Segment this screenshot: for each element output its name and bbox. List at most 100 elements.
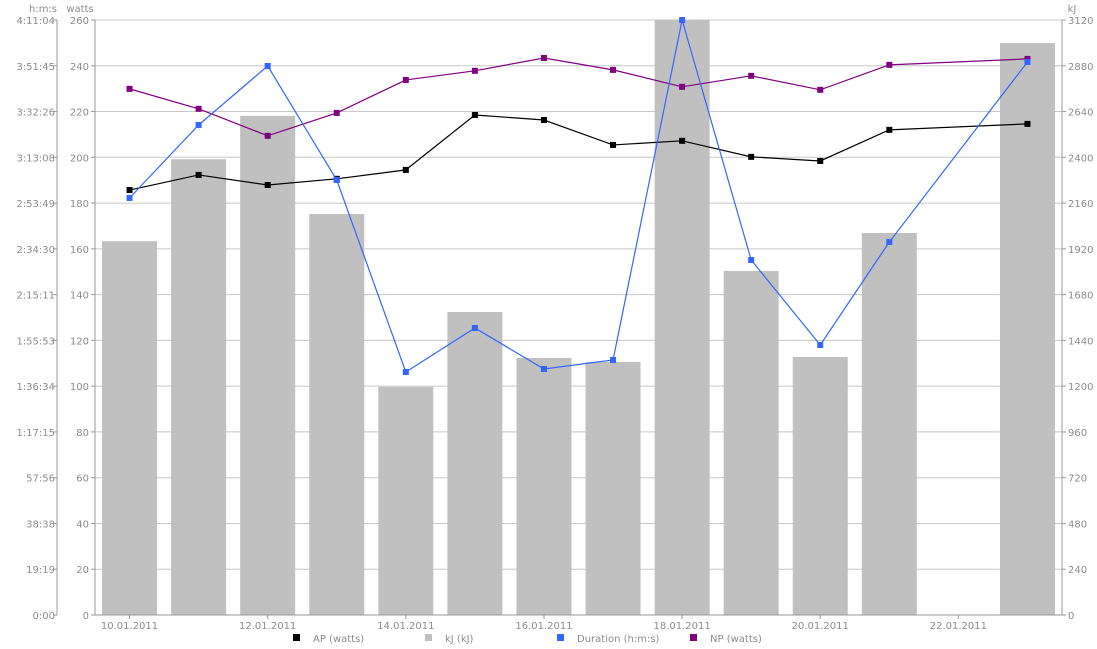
legend-swatch (557, 634, 564, 641)
bar-kj-10.01.2011 (102, 241, 158, 615)
legend-label: Duration (h:m:s) (577, 634, 660, 645)
point-np (471, 67, 478, 74)
tick-label-date: 18.01.2011 (653, 621, 710, 632)
tick-label-kj: 0 (1068, 611, 1074, 622)
bar-kj-23.01.2011 (999, 43, 1055, 616)
point-duration (679, 17, 686, 23)
point-np (126, 85, 133, 92)
tick-label-kj: 720 (1068, 474, 1087, 485)
point-np (610, 66, 617, 73)
bar-kj-12.01.2011 (240, 115, 296, 615)
point-duration (195, 121, 202, 128)
tick-label-watts: 140 (70, 291, 89, 302)
point-np (333, 109, 340, 116)
tick-label-watts: 240 (70, 62, 89, 73)
tick-label-date: 20.01.2011 (792, 621, 849, 632)
grid (95, 19, 1062, 570)
bars (102, 20, 1055, 616)
tick-label-hms: 1:36:34 (16, 382, 55, 393)
tick-label-hms: 3:32:26 (16, 108, 55, 119)
tick-label-kj: 2640 (1068, 108, 1093, 119)
tick-label-date: 16.01.2011 (515, 621, 572, 632)
tick-label-kj: 960 (1068, 428, 1087, 439)
bar-kj-21.01.2011 (861, 233, 917, 615)
axis-title-watts: watts (66, 4, 93, 15)
tick-label-kj: 1920 (1068, 245, 1093, 256)
point-ap (402, 166, 409, 173)
bar-kj-11.01.2011 (171, 159, 227, 616)
bar-kj-19.01.2011 (723, 270, 779, 615)
point-ap (1024, 120, 1031, 127)
tick-label-hms: 4:11:04 (16, 16, 55, 27)
bar-kj-14.01.2011 (378, 386, 434, 615)
point-ap (748, 153, 755, 160)
point-np (195, 105, 202, 112)
point-duration (402, 369, 409, 376)
point-ap (540, 117, 547, 124)
point-np (748, 72, 755, 79)
point-duration (1024, 58, 1031, 65)
point-duration (471, 325, 478, 332)
tick-label-kj: 2880 (1068, 62, 1093, 73)
point-duration (817, 341, 824, 348)
tick-label-date: 12.01.2011 (239, 621, 296, 632)
tick-label-hms: 38:38 (26, 519, 55, 530)
tick-label-hms: 1:17:15 (16, 428, 55, 439)
legend-swatch (293, 634, 300, 641)
tick-label-hms: 2:15:11 (16, 291, 55, 302)
axis-title-kj: kJ (1068, 4, 1077, 15)
tick-label-kj: 1440 (1068, 336, 1093, 347)
tick-label-watts: 260 (70, 16, 89, 27)
tick-label-watts: 200 (70, 153, 89, 164)
bar-kj-20.01.2011 (792, 356, 848, 615)
tick-label-date: 22.01.2011 (930, 621, 987, 632)
tick-label-date: 14.01.2011 (377, 621, 434, 632)
point-ap (817, 157, 824, 164)
legend-swatch (690, 634, 697, 641)
legend-label: NP (watts) (710, 634, 762, 645)
tick-label-hms: 2:53:49 (16, 199, 55, 210)
tick-label-kj: 1200 (1068, 382, 1093, 393)
tick-label-kj: 3120 (1068, 16, 1093, 27)
point-ap (195, 171, 202, 178)
tick-label-watts: 60 (76, 474, 89, 485)
tick-label-hms: 3:51:45 (16, 62, 55, 73)
point-ap (264, 181, 271, 188)
legend-label: AP (watts) (313, 634, 364, 645)
point-np (817, 86, 824, 93)
tick-label-watts: 80 (76, 428, 89, 439)
legend-label: kJ (kJ) (445, 634, 474, 645)
tick-label-hms: 2:34:30 (16, 245, 55, 256)
point-duration (886, 239, 893, 246)
point-np (402, 76, 409, 83)
legend: AP (watts) kJ (kJ) Duration (h:m:s) NP (wat… (293, 634, 762, 645)
tick-label-hms: 3:13:08 (16, 153, 55, 164)
tick-label-hms: 1:55:53 (16, 336, 55, 347)
legend-swatch (425, 634, 432, 641)
point-duration (540, 366, 547, 373)
point-ap (126, 187, 133, 194)
point-ap (886, 126, 893, 133)
tick-label-watts: 20 (76, 565, 89, 576)
tick-label-watts: 0 (83, 611, 89, 622)
point-np (679, 83, 686, 90)
tick-label-kj: 240 (1068, 565, 1087, 576)
point-ap (471, 111, 478, 118)
point-ap (610, 141, 617, 148)
axes: 0 0:00 0 20 19:19 240 40 38:38 480 60 57:56 720 80 1:… (16, 4, 1093, 632)
point-duration (748, 256, 755, 263)
bar-kj-15.01.2011 (447, 311, 503, 615)
bar-kj-13.01.2011 (309, 213, 365, 615)
tick-label-hms: 0:00 (33, 611, 55, 622)
bar-kj-17.01.2011 (585, 361, 641, 615)
tick-label-watts: 220 (70, 108, 89, 119)
tick-label-kj: 1680 (1068, 291, 1093, 302)
tick-label-kj: 480 (1068, 519, 1087, 530)
tick-label-watts: 120 (70, 336, 89, 347)
tick-label-kj: 2400 (1068, 153, 1093, 164)
axis-title-hms: h:m:s (29, 4, 57, 15)
point-duration (333, 177, 340, 184)
point-np (264, 132, 271, 139)
bar-kj-18.01.2011 (654, 20, 710, 615)
